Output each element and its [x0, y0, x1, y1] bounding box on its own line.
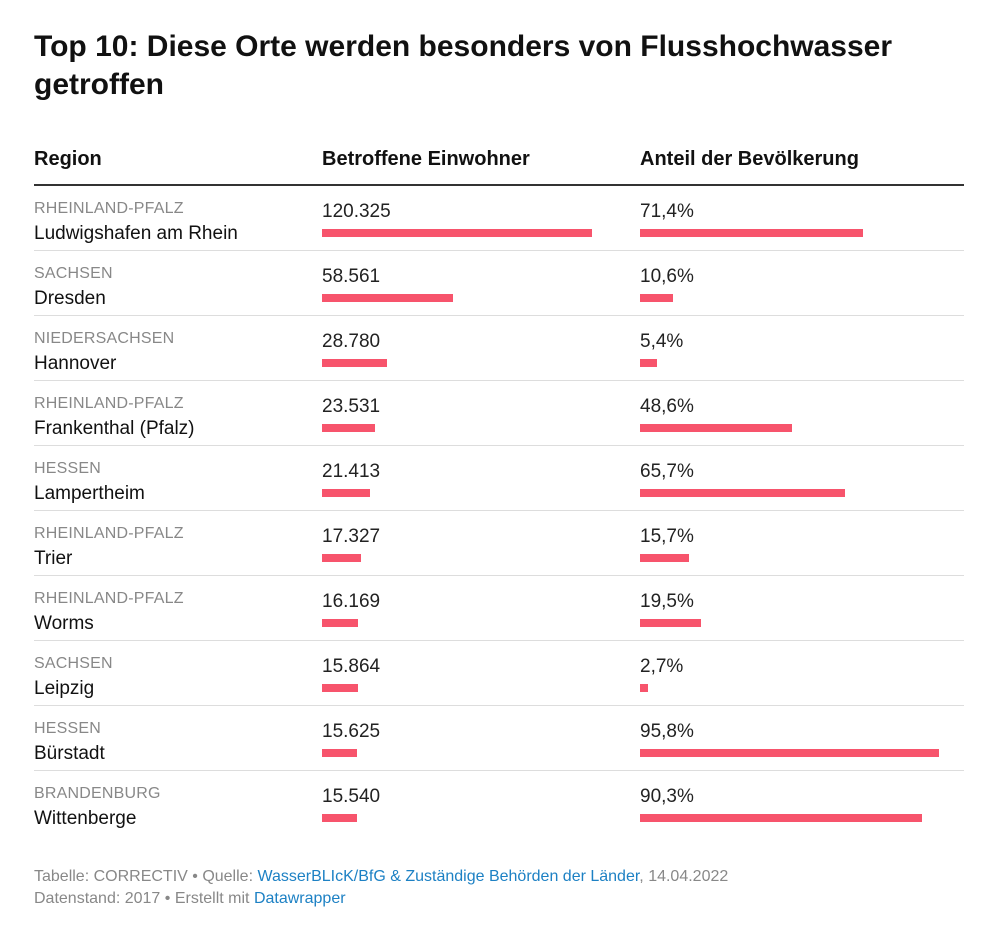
row-place: Bürstadt [34, 743, 105, 764]
population-value: 58.561 [322, 266, 381, 287]
population-value: 15.864 [322, 656, 381, 677]
table-row: BRANDENBURG Wittenberge 15.540 90,3% [34, 771, 964, 836]
share-bar [640, 229, 863, 237]
population-bar [322, 424, 375, 432]
row-state: RHEINLAND-PFALZ [34, 395, 184, 412]
footer-date: , 14.04.2022 [639, 868, 729, 885]
share-value: 95,8% [640, 721, 694, 742]
footer-line-2: Datenstand: 2017 • Erstellt mit Datawrap… [34, 888, 964, 910]
share-value: 15,7% [640, 526, 694, 547]
share-bar [640, 684, 649, 692]
population-bar [322, 749, 358, 757]
table-row: HESSEN Bürstadt 15.625 95,8% [34, 706, 964, 771]
share-bar [640, 749, 939, 757]
row-state: RHEINLAND-PFALZ [34, 590, 184, 607]
column-header-population[interactable]: Betroffene Einwohner [322, 148, 530, 170]
share-bar [640, 489, 845, 497]
table-row: SACHSEN Leipzig 15.864 2,7% [34, 641, 964, 706]
data-table: Region Betroffene Einwohner Anteil der B… [34, 138, 964, 836]
column-header-region[interactable]: Region [34, 148, 102, 170]
share-value: 10,6% [640, 266, 694, 287]
row-state: BRANDENBURG [34, 785, 161, 802]
table-header: Region Betroffene Einwohner Anteil der B… [34, 138, 964, 186]
row-place: Dresden [34, 288, 106, 309]
population-bar [322, 814, 357, 822]
row-state: NIEDERSACHSEN [34, 330, 175, 347]
population-value: 17.327 [322, 526, 381, 547]
population-value: 15.540 [322, 786, 381, 807]
share-value: 19,5% [640, 591, 694, 612]
table-row: RHEINLAND-PFALZ Ludwigshafen am Rhein 120.… [34, 186, 964, 251]
table-body: RHEINLAND-PFALZ Ludwigshafen am Rhein 120.… [34, 186, 964, 836]
row-place: Hannover [34, 353, 117, 374]
row-state: SACHSEN [34, 655, 113, 672]
population-bar [322, 554, 361, 562]
population-bar [322, 359, 387, 367]
population-bar [322, 619, 359, 627]
population-bar [322, 684, 358, 692]
row-place: Worms [34, 613, 94, 634]
row-place: Ludwigshafen am Rhein [34, 223, 238, 244]
share-bar [640, 294, 674, 302]
share-value: 2,7% [640, 656, 684, 677]
population-value: 15.625 [322, 721, 381, 742]
share-value: 90,3% [640, 786, 694, 807]
row-place: Frankenthal (Pfalz) [34, 418, 195, 439]
column-header-share[interactable]: Anteil der Bevölkerung [640, 148, 859, 170]
row-state: HESSEN [34, 720, 101, 737]
share-value: 65,7% [640, 461, 694, 482]
population-value: 23.531 [322, 396, 381, 417]
row-state: SACHSEN [34, 265, 113, 282]
share-bar [640, 814, 922, 822]
row-place: Lampertheim [34, 483, 145, 504]
chart-footer: Tabelle: CORRECTIV • Quelle: WasserBLIcK… [34, 866, 964, 910]
share-bar [640, 424, 792, 432]
table-row: RHEINLAND-PFALZ Frankenthal (Pfalz) 23.531… [34, 381, 964, 446]
row-place: Trier [34, 548, 73, 569]
population-bar [322, 294, 454, 302]
row-state: HESSEN [34, 460, 101, 477]
footer-source-prefix: Tabelle: CORRECTIV • Quelle: [34, 868, 258, 885]
share-value: 48,6% [640, 396, 694, 417]
footer-line-1: Tabelle: CORRECTIV • Quelle: WasserBLIcK… [34, 866, 964, 888]
table-row: NIEDERSACHSEN Hannover 28.780 5,4% [34, 316, 964, 381]
population-value: 21.413 [322, 461, 381, 482]
table-row: HESSEN Lampertheim 21.413 65,7% [34, 446, 964, 511]
row-place: Wittenberge [34, 808, 137, 829]
share-bar [640, 554, 689, 562]
table-row: SACHSEN Dresden 58.561 10,6% [34, 251, 964, 316]
share-bar [640, 619, 701, 627]
footer-data-status: Datenstand: 2017 • Erstellt mit [34, 890, 254, 907]
population-value: 16.169 [322, 591, 381, 612]
table-row: RHEINLAND-PFALZ Worms 16.169 19,5% [34, 576, 964, 641]
datawrapper-link[interactable]: Datawrapper [253, 890, 346, 907]
row-state: RHEINLAND-PFALZ [34, 200, 184, 217]
row-place: Leipzig [34, 678, 95, 699]
share-value: 71,4% [640, 201, 694, 222]
population-value: 28.780 [322, 331, 381, 352]
chart-title: Top 10: Diese Orte werden besonders von … [34, 30, 893, 101]
table-row: RHEINLAND-PFALZ Trier 17.327 15,7% [34, 511, 964, 576]
population-value: 120.325 [322, 201, 391, 222]
source-link[interactable]: WasserBLIcK/BfG & Zuständige Behörden de… [257, 868, 640, 885]
row-state: RHEINLAND-PFALZ [34, 525, 184, 542]
population-bar [322, 229, 592, 237]
share-value: 5,4% [640, 331, 684, 352]
population-bar [322, 489, 371, 497]
share-bar [640, 359, 657, 367]
